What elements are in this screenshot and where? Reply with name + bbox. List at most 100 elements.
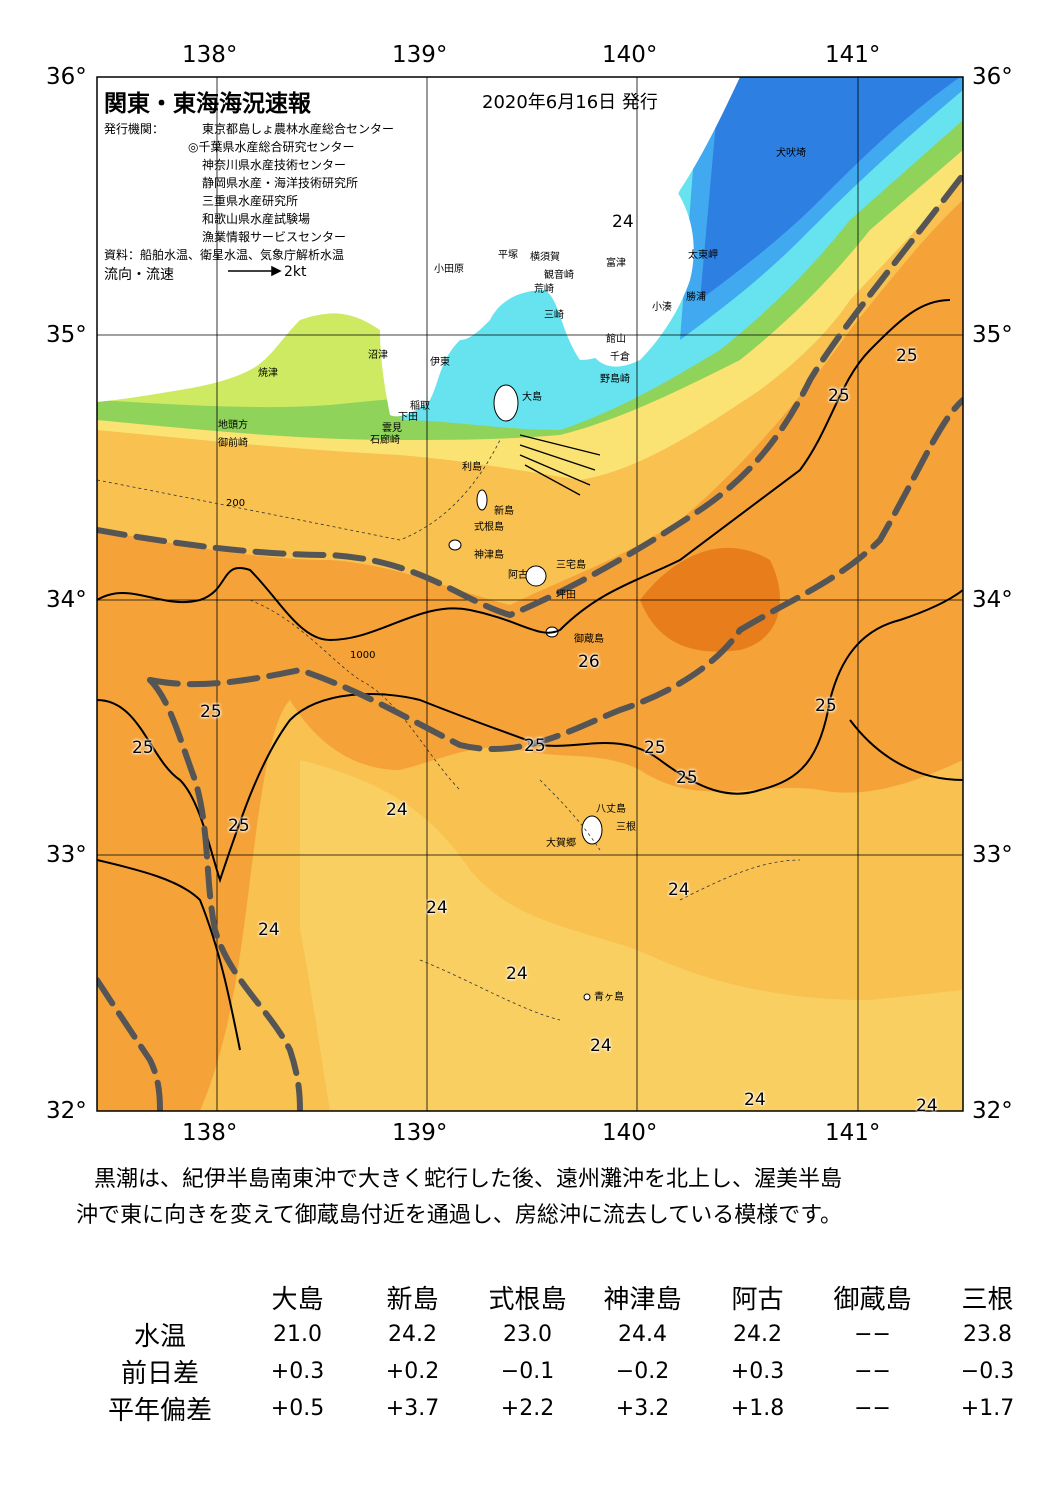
place-label: 千倉 xyxy=(610,352,630,363)
place-label: 御前崎 xyxy=(218,438,248,449)
issuer-5: 三重県水産研究所 xyxy=(202,194,299,208)
place-label: 荒崎 xyxy=(534,284,554,295)
map-title: 関東・東海海況速報 xyxy=(104,91,311,117)
island-hachijo xyxy=(581,815,603,845)
issuer-3: 神奈川県水産技術センター xyxy=(202,158,347,172)
land-honshu xyxy=(97,77,740,417)
column-header: 新島 xyxy=(386,1284,439,1315)
kuroshio-axis xyxy=(97,172,963,1111)
place-label: 利島 xyxy=(462,462,482,473)
flow-vectors xyxy=(519,434,601,496)
table-cell: +0.2 xyxy=(385,1359,440,1384)
place-label: 大賀郷 xyxy=(546,838,576,849)
place-label: 太東岬 xyxy=(688,250,718,261)
table-cell: −0.1 xyxy=(500,1359,555,1384)
column-header: 大島 xyxy=(271,1284,324,1315)
place-label: 青ヶ島 xyxy=(594,992,624,1003)
place-label: 阿古 xyxy=(508,570,528,581)
place-label: 野島崎 xyxy=(600,374,630,385)
table-cell: −0.3 xyxy=(960,1359,1015,1384)
lat-label-left-35: 35° xyxy=(46,322,87,348)
table-cell: −− xyxy=(854,1322,891,1347)
lon-label-top-139: 139° xyxy=(392,42,448,68)
description-line-1: 黒潮は、紀伊半島南東沖で大きく蛇行した後、遠州灘沖を北上し、渥美半島 xyxy=(94,1167,843,1192)
table-cell: 23.0 xyxy=(503,1322,552,1347)
table-cell: 23.8 xyxy=(963,1322,1012,1347)
table-corner xyxy=(80,1278,240,1316)
sea-deep-blue xyxy=(700,77,960,300)
depth-label: 1000 xyxy=(350,650,376,661)
isotherm-label: 24 xyxy=(426,898,448,918)
place-label: 館山 xyxy=(606,334,626,345)
lon-label-bottom-138: 138° xyxy=(182,1120,238,1146)
sea-warm xyxy=(97,200,963,1111)
table-cell: 24.2 xyxy=(388,1322,437,1347)
column-header: 御蔵島 xyxy=(833,1284,912,1315)
isotherm-label: 24 xyxy=(506,964,528,984)
island-niijima xyxy=(476,489,488,511)
place-label: 神津島 xyxy=(474,550,504,561)
issuer-4: 静岡県水産・海洋技術研究所 xyxy=(202,176,359,190)
table-header-row: 大島 新島 式根島 神津島 阿古 御蔵島 三根 xyxy=(80,1278,1045,1316)
place-label: 新島 xyxy=(494,506,514,517)
place-label: 地頭方 xyxy=(218,420,248,431)
column-header: 三根 xyxy=(961,1284,1014,1315)
lat-label-left-33: 33° xyxy=(46,842,87,868)
issuer-2: ◎千葉県水産総合研究センター xyxy=(188,140,355,154)
isotherm-label: 26 xyxy=(578,652,600,672)
lat-label-right-33: 33° xyxy=(972,842,1013,868)
table-cell: +3.2 xyxy=(615,1396,670,1421)
table-row: 水温 21.0 24.2 23.0 24.4 24.2 −− 23.8 xyxy=(80,1316,1045,1353)
place-label: 勝浦 xyxy=(686,292,706,303)
place-label: 観音崎 xyxy=(544,270,574,281)
place-label: 稲取 xyxy=(410,401,430,412)
island-miyake xyxy=(525,565,547,587)
flow-legend-label: 流向・流速 xyxy=(104,267,174,283)
place-label: 八丈島 xyxy=(596,804,626,815)
isotherm-label: 24 xyxy=(386,800,408,820)
lat-label-right-34: 34° xyxy=(972,587,1013,613)
lat-label-right-32: 32° xyxy=(972,1098,1013,1124)
place-label: 小湊 xyxy=(652,302,672,313)
lon-label-bottom-139: 139° xyxy=(392,1120,448,1146)
place-label: 伊東 xyxy=(430,357,450,368)
table-cell: 24.4 xyxy=(618,1322,667,1347)
table-cell: +1.7 xyxy=(960,1396,1015,1421)
depth-contours xyxy=(97,439,801,1021)
issuer-1: 東京都島しょ農林水産総合センター xyxy=(202,122,395,136)
table-cell: −− xyxy=(854,1359,891,1384)
issuer-6: 和歌山県水産試験場 xyxy=(202,212,311,226)
row-header: 水温 xyxy=(133,1322,186,1352)
table-cell: +2.2 xyxy=(500,1396,555,1421)
isotherm-label: 25 xyxy=(676,768,698,788)
issuer-7: 漁業情報サービスセンター xyxy=(202,230,347,244)
table-cell: −− xyxy=(854,1396,891,1421)
place-label: 御蔵島 xyxy=(574,634,604,645)
isotherm-label: 24 xyxy=(916,1096,938,1116)
lon-label-top-140: 140° xyxy=(602,42,658,68)
depth-label: 200 xyxy=(226,498,246,509)
table-row: 前日差 +0.3 +0.2 −0.1 −0.2 +0.3 −− −0.3 xyxy=(80,1353,1045,1390)
data-source: 資料：船舶水温、衛星水温、気象庁解析水温 xyxy=(104,248,345,262)
isotherm-label: 24 xyxy=(612,212,634,232)
place-label: 大島 xyxy=(522,392,542,403)
place-label: 富津 xyxy=(606,258,626,269)
isotherm-label: 25 xyxy=(200,702,222,722)
place-label: 三宅島 xyxy=(556,560,586,571)
lat-label-right-35: 35° xyxy=(972,322,1013,348)
row-header: 平年偏差 xyxy=(107,1396,212,1426)
table-cell: +0.3 xyxy=(270,1359,325,1384)
table-row: 平年偏差 +0.5 +3.7 +2.2 +3.2 +1.8 −− +1.7 xyxy=(80,1390,1045,1427)
place-label: 三根 xyxy=(616,822,636,833)
station-stats-table: 大島 新島 式根島 神津島 阿古 御蔵島 三根 水温 21.0 24.2 23.… xyxy=(80,1278,1045,1427)
lon-label-top-141: 141° xyxy=(825,42,881,68)
isotherm-label: 24 xyxy=(744,1090,766,1110)
column-header: 神津島 xyxy=(603,1284,682,1315)
isotherm-label: 25 xyxy=(815,696,837,716)
land-boso xyxy=(560,159,694,367)
isotherm-label: 25 xyxy=(828,386,850,406)
isotherm-label: 25 xyxy=(524,736,546,756)
place-label: 下田 xyxy=(398,412,418,423)
lat-label-left-34: 34° xyxy=(46,587,87,613)
place-label: 平塚 xyxy=(498,250,518,261)
